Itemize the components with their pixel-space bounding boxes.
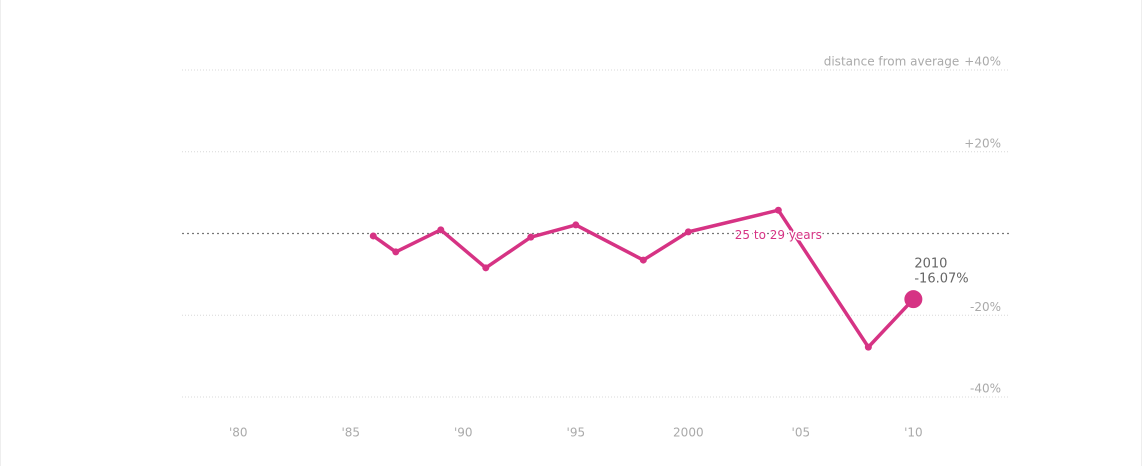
data-point xyxy=(684,228,692,236)
data-point xyxy=(437,226,445,234)
y-tick-label: -20% xyxy=(970,300,1001,314)
data-point xyxy=(482,264,490,272)
data-point xyxy=(864,343,872,351)
series-line xyxy=(372,208,915,349)
data-point xyxy=(392,248,400,256)
data-point xyxy=(639,256,647,264)
y-tick-label: +20% xyxy=(964,136,1001,150)
x-tick-label: '85 xyxy=(341,426,360,440)
data-point xyxy=(904,290,923,309)
x-tick-label: '80 xyxy=(229,426,248,440)
data-point xyxy=(369,232,377,240)
y-tick-label: -40% xyxy=(970,382,1001,396)
point-year-label: 2010 xyxy=(914,257,947,272)
x-tick-label: 2000 xyxy=(673,426,704,440)
x-tick-label: '10 xyxy=(904,426,923,440)
x-tick-label: '90 xyxy=(454,426,473,440)
value-label: -16.07% xyxy=(914,272,968,287)
y-tick-label: +40% xyxy=(964,55,1001,69)
x-tick-label: '95 xyxy=(567,426,586,440)
x-tick-label: '05 xyxy=(792,426,811,440)
series-label: 25 to 29 years xyxy=(735,228,822,242)
data-point xyxy=(774,206,782,214)
y-axis-label: distance from average xyxy=(824,55,960,69)
data-point xyxy=(527,233,535,241)
data-point xyxy=(572,221,580,229)
